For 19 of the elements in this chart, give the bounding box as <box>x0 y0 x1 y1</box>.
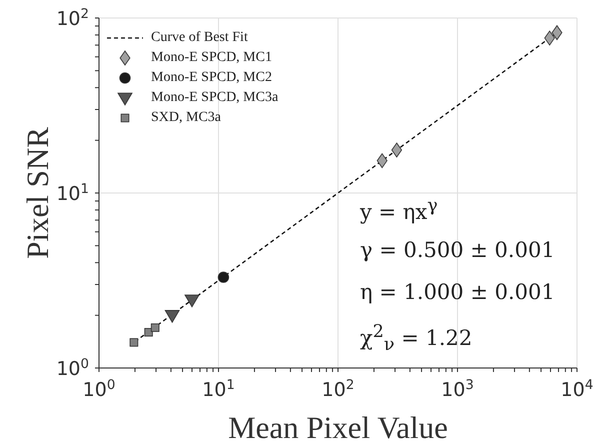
y-axis-title: Pixel SNR <box>20 126 56 259</box>
legend-label: SXD, MC3a <box>151 109 222 127</box>
y-tick-label: 10$^{1}$ <box>56 182 89 205</box>
annotation: y = ηx$^{γ}$ <box>360 196 439 226</box>
y-tick-label: 10$^{2}$ <box>56 6 89 30</box>
legend-label: Mono-E SPCD, MC3a <box>151 89 278 107</box>
x-tick-label: 10$^{1}$ <box>202 378 235 401</box>
x-tick-label: 10$^{4}$ <box>560 378 594 401</box>
annotation: γ = 0.500 ± 0.001 <box>360 238 555 264</box>
annotation: η = 1.000 ± 0.001 <box>360 280 555 306</box>
x-tick-label: 10$^{3}$ <box>441 378 474 401</box>
legend-label: Mono-E SPCD, MC2 <box>151 69 272 87</box>
x-axis-title: Mean Pixel Value <box>228 410 448 443</box>
legend-label: Curve of Best Fit <box>151 29 248 47</box>
x-tick-label: 10$^{2}$ <box>322 378 354 401</box>
x-tick-label: 10$^{0}$ <box>82 378 116 401</box>
annotation: χ$^{2}$$_{ν}$ = 1.22 <box>360 322 474 358</box>
y-tick-label: 10$^{0}$ <box>56 356 89 380</box>
legend-label: Mono-E SPCD, MC1 <box>151 49 272 67</box>
